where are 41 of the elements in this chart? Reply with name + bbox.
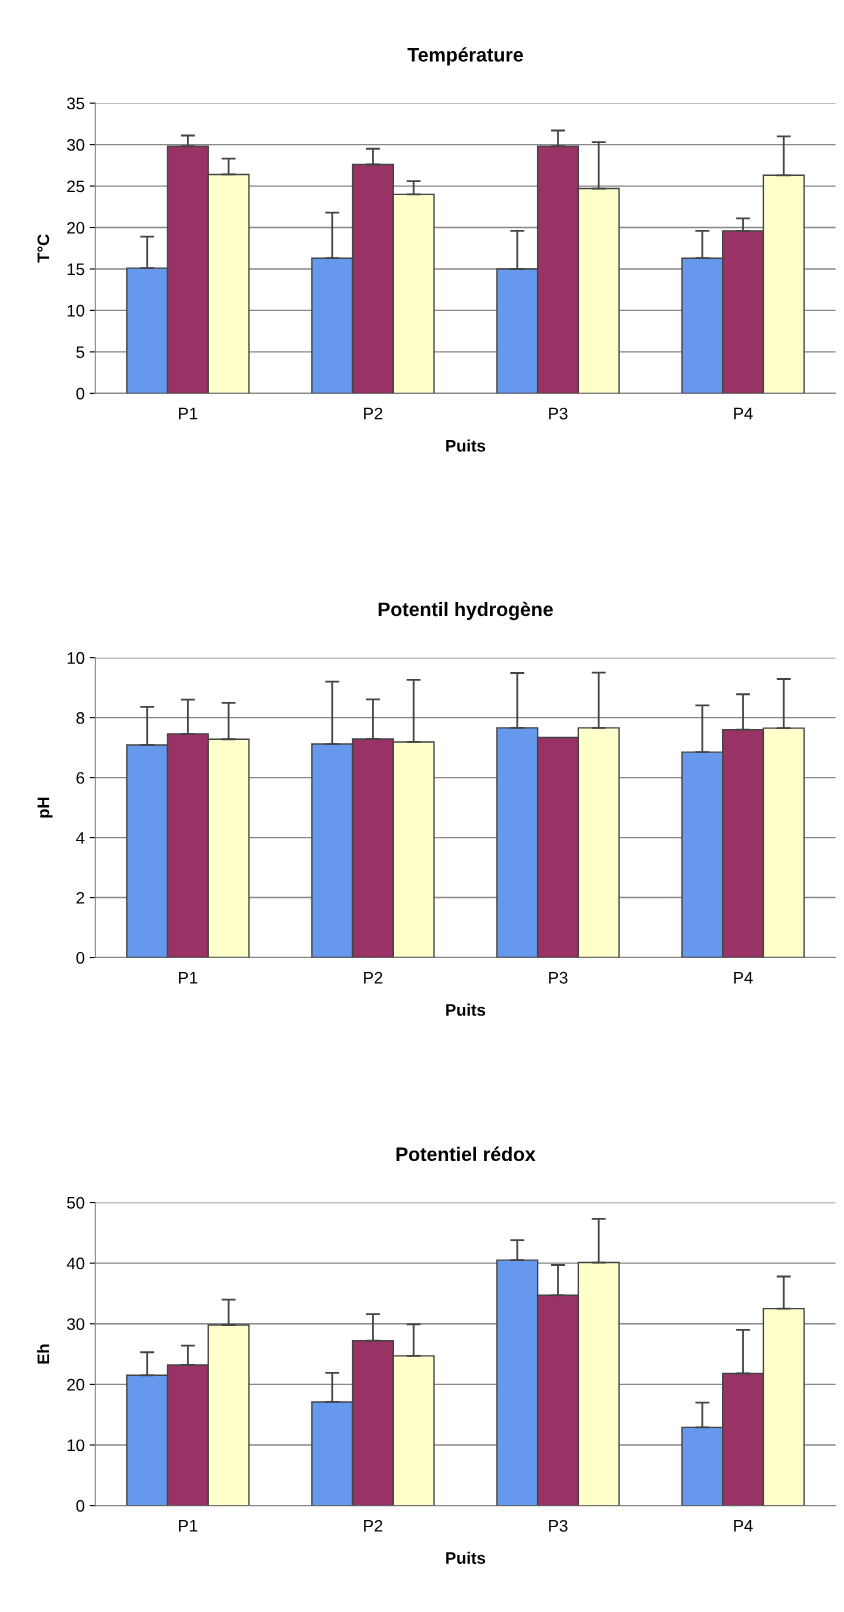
y-tick-label: 0 bbox=[76, 387, 85, 400]
x-tick-label: P2 bbox=[364, 971, 383, 984]
y-tick-label: 40 bbox=[66, 1257, 85, 1270]
y-tick-label: 20 bbox=[67, 1378, 85, 1391]
x-axis-title: Puits bbox=[446, 1003, 486, 1016]
y-axis-title: pH bbox=[37, 797, 53, 818]
y-tick-label: 25 bbox=[67, 180, 85, 193]
y-tick-label: 2 bbox=[76, 891, 85, 904]
x-tick-label: P1 bbox=[179, 1520, 198, 1532]
x-tick-label: P4 bbox=[734, 407, 753, 420]
y-tick-label: 10 bbox=[67, 304, 85, 317]
y-tick-label: 35 bbox=[67, 97, 85, 110]
y-tick-label: 0 bbox=[76, 1500, 85, 1512]
y-tick-label: 8 bbox=[76, 712, 85, 724]
x-tick-label: P1 bbox=[179, 407, 198, 420]
y-tick-label: 30 bbox=[67, 1318, 85, 1330]
x-tick-label: P4 bbox=[734, 972, 753, 984]
y-tick-label: 5 bbox=[76, 346, 85, 359]
y-tick-label: 10 bbox=[67, 1439, 85, 1452]
y-tick-label: 20 bbox=[67, 221, 85, 234]
y-tick-label: 0 bbox=[76, 951, 85, 964]
y-tick-label: 10 bbox=[67, 652, 85, 664]
x-axis-title: Puits bbox=[446, 439, 486, 452]
x-tick-label: P2 bbox=[364, 1519, 383, 1532]
x-tick-label: P2 bbox=[364, 407, 383, 420]
chart-title: Potentiel rédox bbox=[396, 1146, 536, 1162]
y-tick-label: 50 bbox=[67, 1196, 85, 1209]
x-tick-label: P1 bbox=[179, 972, 198, 984]
x-tick-label: P4 bbox=[734, 1520, 753, 1532]
x-tick-label: P3 bbox=[549, 407, 568, 420]
y-tick-label: 30 bbox=[67, 139, 85, 151]
y-axis-title: T°C bbox=[37, 234, 50, 263]
chart-title: Potentil hydrogène bbox=[378, 601, 553, 621]
y-axis-title: Eh bbox=[36, 1344, 50, 1364]
chart-title: Température bbox=[407, 47, 523, 66]
y-tick-label: 15 bbox=[67, 263, 85, 276]
x-tick-label: P3 bbox=[549, 971, 568, 984]
x-axis-title: Puits bbox=[446, 1551, 486, 1564]
y-tick-label: 4 bbox=[76, 832, 85, 844]
x-tick-label: P3 bbox=[549, 1519, 568, 1532]
y-tick-label: 6 bbox=[76, 772, 85, 784]
